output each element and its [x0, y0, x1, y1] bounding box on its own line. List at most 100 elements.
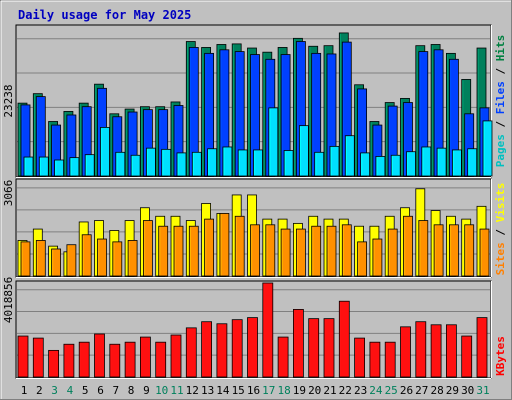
y-max-label-middle: 3066: [2, 180, 15, 207]
x-tick-day-4: 4: [67, 384, 74, 397]
bar-sites-day-13: [204, 218, 215, 277]
bar-pages-day-10: [161, 148, 172, 177]
x-tick-day-10: 10: [155, 384, 168, 397]
bar-sites-day-6: [97, 238, 107, 277]
bar-kbytes-day-11: [170, 334, 182, 378]
bar-pages-day-24: [375, 156, 386, 177]
bar-pages-day-14: [222, 146, 233, 177]
bar-sites-day-15: [234, 215, 245, 277]
bar-pages-day-16: [253, 149, 263, 177]
legend-entry: Hits: [494, 35, 507, 62]
x-tick-day-27: 27: [415, 384, 428, 397]
bar-kbytes-day-7: [109, 343, 121, 378]
bar-sites-day-18: [280, 228, 291, 277]
bar-pages-day-1: [23, 156, 34, 177]
bar-sites-day-29: [448, 224, 459, 277]
x-tick-day-16: 16: [247, 384, 260, 397]
bar-sites-day-24: [372, 238, 383, 277]
x-tick-day-30: 30: [461, 384, 474, 397]
x-tick-day-20: 20: [308, 384, 321, 397]
bar-sites-day-7: [112, 241, 123, 277]
y-max-label-bottom: 4018856: [2, 277, 15, 323]
x-tick-day-13: 13: [201, 384, 214, 397]
bar-pages-day-27: [421, 146, 432, 177]
bar-sites-day-3: [51, 248, 61, 277]
bar-pages-day-3: [54, 159, 64, 177]
bars: [17, 32, 493, 378]
bar-kbytes-day-3: [48, 349, 59, 378]
x-tick-labels: 1 2 3 4 5 6 7 8 9 10 11 12 13 14 15 16 17 18 19 20 21 22 23 24 2…: [21, 384, 490, 397]
legend-middle: Sites / Visits: [494, 183, 507, 276]
bar-sites-day-26: [403, 215, 413, 277]
bar-pages-day-12: [191, 151, 202, 177]
bar-sites-day-23: [357, 241, 368, 277]
y-max-labels: 23238 3066 4018856: [2, 84, 15, 323]
bar-pages-day-26: [406, 151, 416, 177]
bar-sites-day-14: [219, 213, 230, 277]
bar-kbytes-day-19: [292, 309, 304, 378]
legend-entry: Visits: [494, 183, 507, 223]
bar-kbytes-day-30: [461, 335, 473, 378]
bar-pages-day-22: [344, 135, 355, 177]
bar-pages-day-5: [84, 154, 95, 177]
bar-sites-day-8: [127, 240, 138, 277]
bar-sites-day-17: [265, 224, 276, 277]
bar-sites-day-16: [250, 224, 260, 277]
bar-sites-day-1: [20, 241, 31, 277]
x-tick-day-12: 12: [186, 384, 199, 397]
bar-sites-day-19: [295, 228, 306, 277]
bar-kbytes-day-24: [369, 341, 381, 378]
bar-kbytes-day-31: [476, 317, 488, 378]
chart-title: Daily usage for May 2025: [18, 8, 191, 22]
bar-kbytes-day-28: [430, 324, 442, 378]
bar-kbytes-day-2: [32, 337, 44, 378]
legend-entry: Sites: [494, 242, 507, 275]
x-tick-day-11: 11: [170, 384, 183, 397]
bar-pages-day-21: [329, 145, 340, 177]
bar-kbytes-day-9: [139, 336, 151, 378]
x-tick-day-6: 6: [97, 384, 104, 397]
legend-entry: /: [494, 61, 507, 81]
legend-top: Pages / Files / Hits: [494, 35, 507, 168]
bar-pages-day-28: [436, 147, 447, 177]
x-tick-day-22: 22: [339, 384, 352, 397]
bar-sites-day-25: [387, 228, 398, 277]
bar-pages-day-18: [283, 150, 294, 177]
bar-pages-day-31: [482, 120, 493, 177]
bar-kbytes-day-5: [78, 341, 90, 378]
bar-kbytes-day-18: [277, 336, 289, 378]
x-tick-day-31: 31: [476, 384, 489, 397]
bar-kbytes-day-29: [445, 324, 457, 378]
bar-sites-day-28: [433, 224, 444, 277]
bar-sites-day-12: [188, 225, 199, 277]
x-tick-day-5: 5: [82, 384, 89, 397]
bar-pages-day-8: [130, 154, 141, 177]
bar-kbytes-day-13: [201, 321, 213, 378]
bar-sites-day-27: [418, 220, 429, 277]
bar-sites-day-11: [173, 225, 184, 277]
bar-sites-day-2: [35, 240, 46, 277]
bar-kbytes-day-20: [308, 318, 320, 378]
bar-kbytes-day-21: [323, 318, 335, 378]
bar-pages-day-7: [115, 151, 126, 177]
x-tick-day-14: 14: [216, 384, 230, 397]
bar-pages-day-6: [100, 127, 110, 177]
bar-pages-day-9: [145, 147, 156, 177]
bar-pages-day-17: [268, 107, 279, 177]
bar-pages-day-30: [467, 148, 478, 177]
bar-pages-day-19: [298, 125, 309, 177]
bar-sites-day-20: [311, 225, 322, 277]
bar-kbytes-day-27: [415, 321, 427, 378]
bar-sites-day-9: [142, 220, 153, 277]
bar-kbytes-day-8: [124, 341, 136, 378]
bar-pages-day-2: [38, 156, 49, 177]
bar-sites-day-22: [341, 224, 352, 277]
bar-pages-day-20: [314, 151, 325, 177]
bar-sites-day-4: [66, 244, 77, 277]
bar-sites-day-10: [158, 225, 169, 277]
x-tick-day-15: 15: [232, 384, 245, 397]
bar-sites-day-31: [479, 228, 490, 277]
bar-pages-day-4: [69, 157, 80, 177]
bar-sites-day-21: [326, 225, 337, 277]
